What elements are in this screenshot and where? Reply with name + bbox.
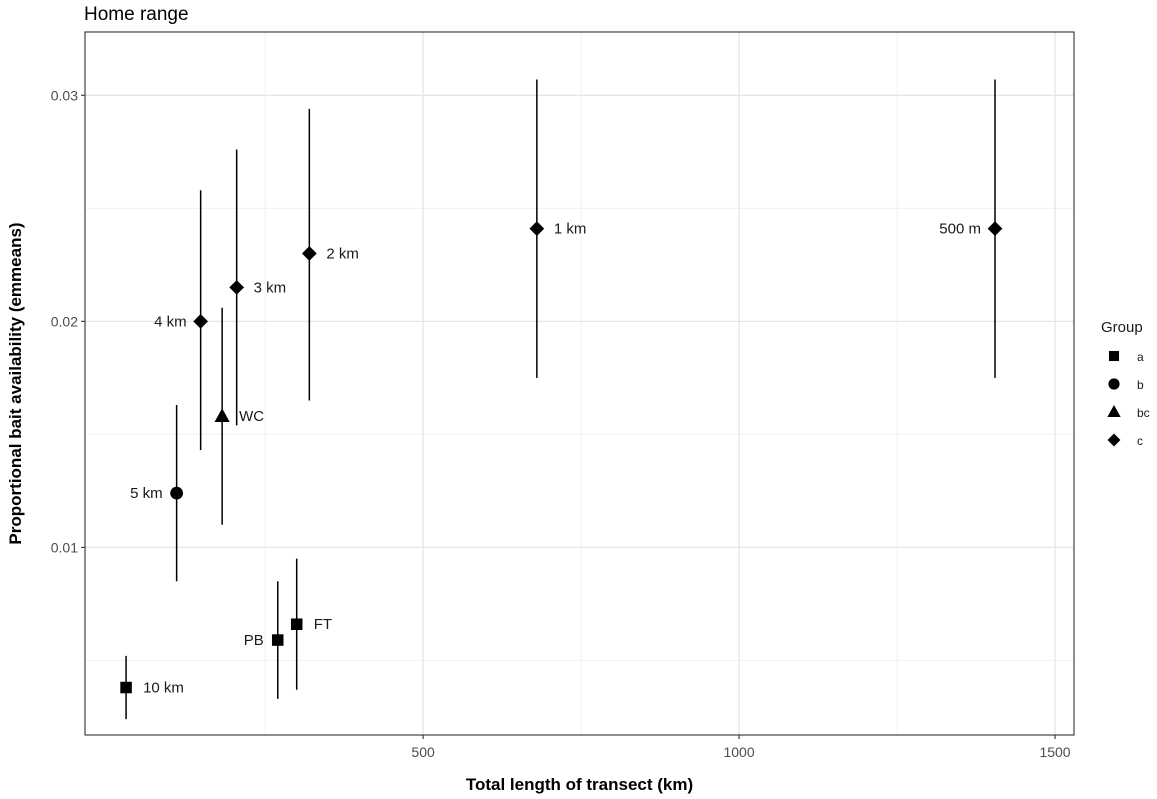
- point-label: FT: [314, 616, 332, 633]
- y-axis-title: Proportional bait availability (emmeans): [6, 222, 25, 544]
- legend-title: Group: [1101, 319, 1143, 336]
- data-point: [290, 618, 303, 630]
- data-point: [301, 246, 317, 261]
- point-label: 10 km: [143, 679, 184, 696]
- y-tick-label: 0.01: [51, 539, 78, 555]
- point-label: 3 km: [254, 279, 287, 296]
- plot-panel-border: [84, 31, 1075, 736]
- x-tick-label: 1500: [1039, 744, 1070, 760]
- point-label: 4 km: [154, 313, 187, 330]
- legend-label: c: [1137, 434, 1143, 448]
- data-point: [271, 634, 284, 646]
- legend-key-diamond: [1107, 433, 1121, 447]
- legend: Group ab bc c: [1101, 319, 1150, 448]
- x-axis-title: Total length of transect (km): [466, 775, 693, 794]
- y-tick-label: 0.02: [51, 313, 78, 329]
- x-tick-label: 500: [411, 744, 435, 760]
- legend-entries: ab bc c: [1107, 350, 1150, 448]
- point-label: 1 km: [554, 221, 587, 238]
- x-axis-ticks: 500 1000 1500: [411, 735, 1071, 760]
- y-axis-ticks: 0.01 0.02 0.03: [51, 87, 85, 555]
- legend-key-triangle: [1107, 405, 1121, 418]
- point-label: 5 km: [130, 485, 163, 502]
- legend-label: b: [1137, 378, 1144, 392]
- legend-key-circle: [1108, 378, 1120, 390]
- error-bars: [125, 79, 996, 720]
- legend-label: bc: [1137, 406, 1150, 420]
- grid: [85, 32, 1074, 735]
- data-point: [120, 681, 132, 694]
- x-tick-label: 1000: [723, 744, 754, 760]
- data-point: [170, 486, 184, 500]
- point-label: WC: [239, 408, 264, 425]
- legend-key-square: [1108, 350, 1120, 362]
- chart-title: Home range: [84, 4, 189, 25]
- point-labels: 10 km PB FT 5 km WC 4 km 3 km 2 km 1 km 500 m: [130, 221, 981, 697]
- data-point: [193, 313, 209, 329]
- data-point: [214, 408, 230, 423]
- data-points: [120, 221, 1003, 694]
- data-point: [229, 280, 245, 295]
- point-label: 500 m: [939, 221, 981, 238]
- point-label: 2 km: [326, 245, 359, 262]
- data-point: [987, 221, 1003, 237]
- data-point: [529, 221, 545, 237]
- y-tick-label: 0.03: [51, 87, 78, 103]
- legend-label: a: [1137, 350, 1144, 364]
- point-label: PB: [244, 632, 264, 649]
